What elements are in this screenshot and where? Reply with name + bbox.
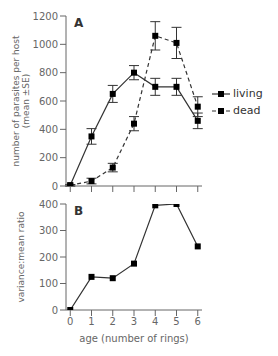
svg-text:400: 400 [39, 199, 58, 210]
html-text:living: living [233, 87, 263, 100]
svg-text:2: 2 [110, 316, 116, 327]
svg-text:200: 200 [39, 252, 58, 263]
svg-text:400: 400 [39, 124, 58, 135]
svg-text:6: 6 [195, 316, 201, 327]
html-text:dead: dead [233, 104, 261, 117]
svg-text:0: 0 [52, 181, 58, 192]
svg-text:1: 1 [88, 316, 94, 327]
svg-text:variance:mean ratio: variance:mean ratio [16, 211, 26, 302]
svg-text:0: 0 [67, 316, 73, 327]
html-text:A: A [74, 16, 84, 30]
svg-text:number of parasites per host(m: number of parasites per host(mean ±SE) [11, 35, 32, 166]
svg-text:5: 5 [173, 316, 179, 327]
svg-text:1000: 1000 [33, 39, 58, 50]
svg-text:800: 800 [39, 67, 58, 78]
svg-text:100: 100 [39, 278, 58, 289]
svg-text:1200: 1200 [33, 11, 58, 22]
svg-text:4: 4 [152, 316, 158, 327]
html-text:B: B [74, 204, 84, 218]
svg-text:200: 200 [39, 152, 58, 163]
svg-text:age (number of rings): age (number of rings) [79, 333, 189, 344]
svg-text:0: 0 [52, 305, 58, 316]
svg-text:600: 600 [39, 96, 58, 107]
svg-text:300: 300 [39, 225, 58, 236]
svg-text:3: 3 [131, 316, 137, 327]
